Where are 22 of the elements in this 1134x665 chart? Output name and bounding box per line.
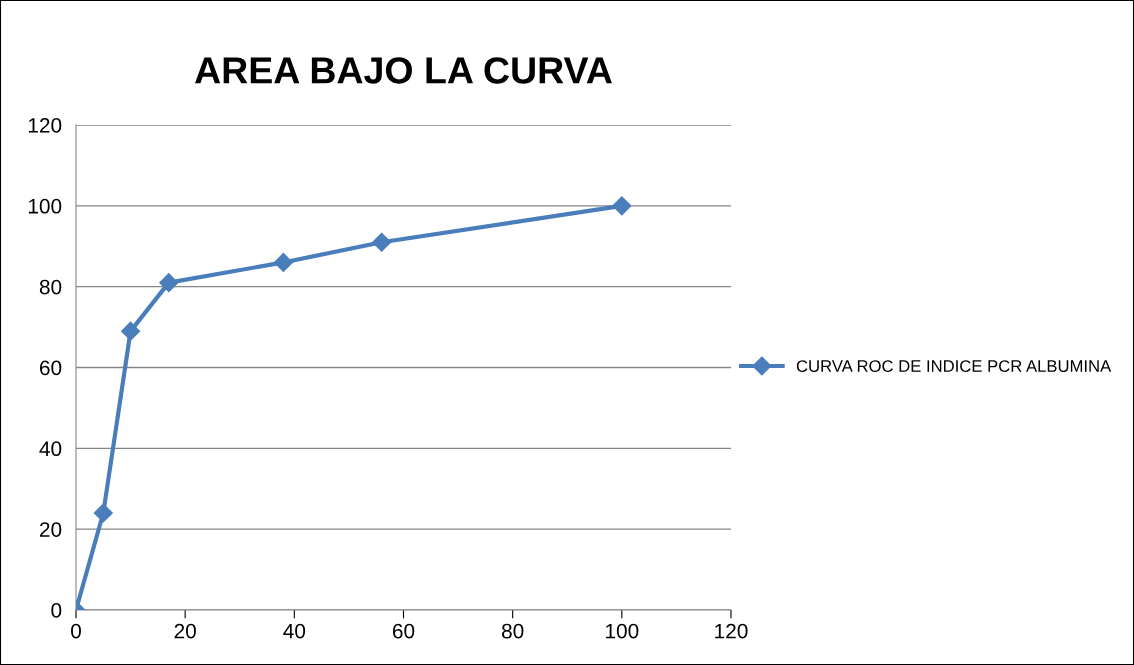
point [273,252,293,272]
y-tick-label: 0 [51,603,62,618]
y-tick-label: 20 [39,522,62,537]
x-tick-label: 0 [71,623,81,639]
point [159,273,179,293]
x-tick-label: 40 [283,623,306,639]
y-tick-label: 120 [28,118,62,133]
x-tick-label: 100 [606,623,639,639]
x-tick-label: 60 [392,623,415,639]
x-tick-label: 120 [715,623,748,639]
x-tick-label: 80 [501,623,524,639]
point [612,196,632,216]
point [372,232,392,252]
x-tick-label: 20 [174,623,196,639]
y-tick-label: 100 [28,198,62,214]
chart-title: AREA BAJO LA CURVA [195,57,612,84]
y-tick-label: 40 [39,441,62,457]
y-tick-label: 60 [40,360,62,376]
y-tick-label: 80 [39,279,62,295]
point [93,503,113,523]
legend-label: CURVA ROC DE INDICE PCR ALBUMINA [796,360,1112,372]
point [121,321,141,341]
